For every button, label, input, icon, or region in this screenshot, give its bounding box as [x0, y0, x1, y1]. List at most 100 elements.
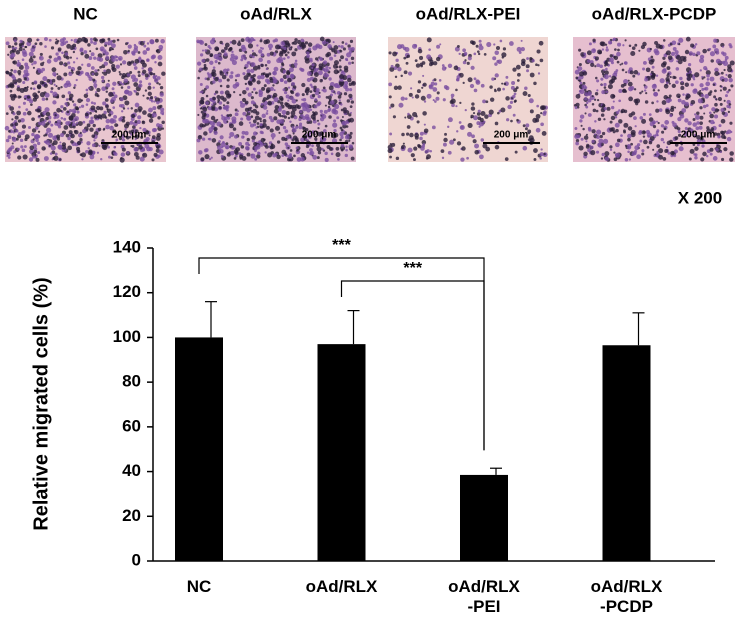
cell [257, 152, 261, 156]
cell [273, 116, 278, 121]
cell [421, 140, 427, 145]
cell [70, 140, 74, 144]
cell [60, 85, 63, 89]
cell [608, 79, 614, 85]
cell [337, 44, 341, 48]
cell [324, 157, 329, 162]
cell [494, 88, 497, 91]
cell [252, 119, 257, 124]
cell [656, 100, 659, 103]
cell [57, 144, 63, 150]
cell [115, 64, 120, 69]
cell [238, 142, 243, 146]
cell [324, 151, 328, 156]
cell [75, 107, 80, 111]
cell [646, 145, 650, 149]
cell [494, 50, 499, 55]
cell [615, 128, 619, 133]
cell [452, 138, 456, 142]
cell [594, 56, 599, 61]
cell [632, 74, 636, 78]
cell [12, 93, 17, 98]
cell [231, 119, 237, 124]
cell [601, 131, 606, 136]
cell [640, 44, 646, 50]
cell [115, 59, 119, 62]
cell [328, 115, 332, 119]
cell [344, 153, 348, 158]
cell [90, 101, 94, 105]
cell [475, 44, 479, 48]
significance-label: *** [403, 260, 422, 277]
cell [310, 85, 314, 89]
cell [219, 135, 224, 140]
cell [652, 125, 657, 129]
cell [210, 156, 213, 159]
cell [333, 54, 337, 57]
cell [120, 156, 123, 160]
cell [197, 113, 200, 117]
cell [101, 86, 107, 92]
cell [59, 38, 65, 43]
cell [714, 102, 718, 107]
cell [152, 86, 155, 89]
cell [728, 88, 731, 92]
cell [90, 105, 96, 111]
cell [198, 67, 203, 72]
cell [13, 150, 17, 154]
cell [612, 37, 616, 41]
cell [11, 118, 14, 121]
cell [286, 75, 290, 79]
cell [584, 97, 588, 101]
cell [32, 66, 36, 69]
cell [668, 94, 672, 98]
cell [241, 46, 247, 52]
cell [527, 129, 532, 134]
cell [393, 85, 399, 90]
cell [584, 103, 587, 107]
cell [246, 152, 251, 157]
cell [306, 77, 311, 83]
cell [296, 149, 299, 152]
cell [284, 102, 289, 106]
cell [263, 138, 266, 142]
cell [243, 75, 249, 81]
cell [217, 53, 221, 57]
cell [713, 132, 718, 136]
cell [684, 101, 689, 107]
cell [210, 115, 216, 121]
cell [655, 108, 660, 113]
cell [137, 51, 141, 54]
cell [118, 136, 123, 141]
cell [146, 47, 150, 51]
cell [60, 42, 65, 47]
cell [97, 69, 100, 72]
cell [105, 68, 111, 74]
cell [77, 66, 82, 71]
cell [22, 154, 28, 160]
cell [246, 69, 251, 74]
cell [726, 136, 732, 142]
cell [234, 79, 238, 82]
cell [147, 67, 153, 73]
cell [218, 148, 224, 154]
cell [130, 74, 136, 80]
cell [83, 37, 88, 43]
cell [78, 106, 81, 109]
cell [139, 156, 145, 162]
cell [617, 42, 622, 47]
cell [433, 61, 438, 66]
cell [721, 157, 725, 162]
cell [667, 72, 670, 75]
cell [105, 55, 110, 60]
cell [388, 95, 392, 99]
cell [30, 47, 36, 53]
cell [269, 128, 274, 133]
cell [719, 151, 722, 154]
cell [713, 111, 716, 114]
cell [216, 145, 222, 150]
cell [4, 125, 10, 131]
scale-bar-label: 200 μm [681, 130, 716, 141]
cell [243, 66, 247, 70]
cell [220, 114, 224, 117]
